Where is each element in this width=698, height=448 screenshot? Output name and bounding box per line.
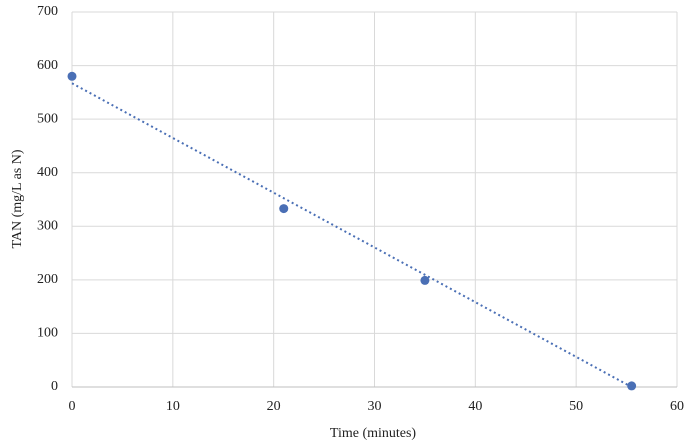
x-tick-label: 20: [267, 399, 281, 414]
y-tick-label: 400: [37, 165, 58, 180]
x-tick-label: 10: [166, 399, 180, 414]
data-point: [279, 204, 289, 214]
y-tick-label: 500: [37, 111, 58, 126]
x-tick-label: 50: [569, 399, 583, 414]
trendline: [71, 82, 633, 388]
y-tick-label: 300: [37, 219, 58, 234]
data-point: [627, 381, 637, 391]
data-point: [420, 275, 430, 285]
x-tick-label: 0: [69, 399, 76, 414]
y-tick-label: 700: [37, 4, 58, 19]
y-tick-label: 100: [37, 326, 58, 341]
y-axis-label: TAN (mg/L as N): [10, 149, 25, 248]
x-tick-label: 30: [368, 399, 382, 414]
x-tick-label: 40: [468, 399, 482, 414]
x-tick-label: 60: [670, 399, 684, 414]
x-axis-label: Time (minutes): [330, 426, 417, 441]
y-tick-label: 0: [51, 379, 58, 394]
y-tick-label: 600: [37, 58, 58, 73]
y-tick-label: 200: [37, 272, 58, 287]
data-point: [67, 71, 77, 81]
